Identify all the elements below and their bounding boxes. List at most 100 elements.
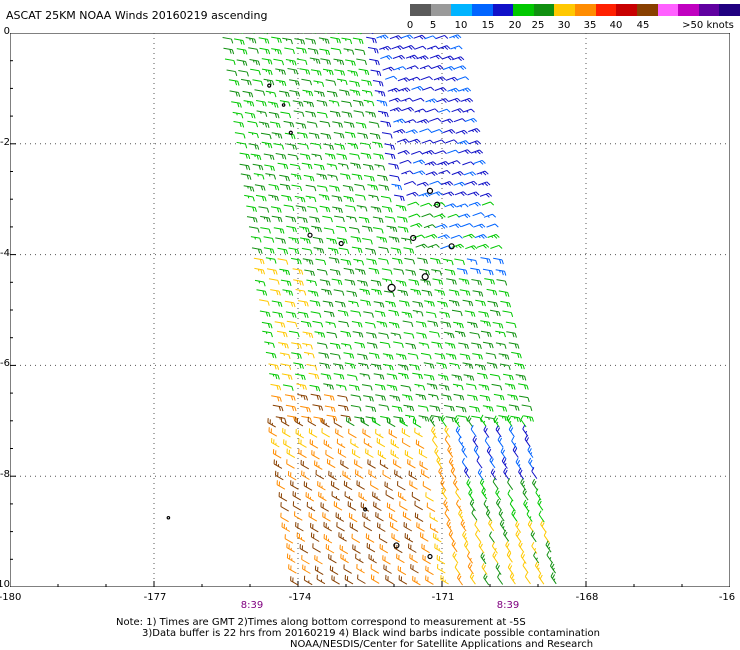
barb-staff xyxy=(223,47,233,51)
barb-staff xyxy=(424,35,434,40)
wind-barb xyxy=(309,57,321,64)
wind-barb xyxy=(414,45,427,50)
barb-flag xyxy=(467,87,472,92)
barb-staff xyxy=(389,35,399,40)
barb-flag xyxy=(233,60,236,65)
barb-flag xyxy=(242,49,245,55)
wind-barb xyxy=(254,89,266,96)
barb-flag xyxy=(455,35,459,40)
barb-staff xyxy=(431,64,441,69)
barb-flag xyxy=(447,56,452,61)
barb-flag xyxy=(347,49,349,52)
wind-barb xyxy=(367,47,379,54)
barb-staff xyxy=(400,34,410,39)
barb-flag xyxy=(441,46,445,50)
barb-flag xyxy=(284,81,287,87)
scale-label-30: 30 xyxy=(557,20,571,31)
barb-flag xyxy=(252,60,255,63)
barb-staff xyxy=(294,38,304,41)
barb-flag xyxy=(364,60,367,65)
lat-label-0: 0 xyxy=(3,26,10,37)
barb-flag xyxy=(273,102,277,108)
wind-barb xyxy=(238,70,249,77)
barb-staff xyxy=(256,100,266,103)
barb-flag xyxy=(250,92,254,98)
barb-flag xyxy=(231,49,235,55)
wind-barb xyxy=(301,78,313,86)
barb-flag xyxy=(262,91,266,96)
barb-flag xyxy=(398,35,403,40)
wind-barb xyxy=(302,89,314,97)
barb-flag xyxy=(322,92,325,97)
wind-barb xyxy=(405,54,419,60)
barb-flag xyxy=(355,90,358,96)
barb-flag xyxy=(378,91,380,94)
barb-flag xyxy=(271,80,275,86)
barb-flag xyxy=(307,70,311,75)
wind-barb xyxy=(369,58,380,66)
wind-barb xyxy=(265,90,277,98)
barb-flag xyxy=(457,34,462,39)
scale-label-20: 20 xyxy=(508,20,522,31)
barb-flag xyxy=(382,35,387,40)
wind-barb xyxy=(341,37,353,45)
wind-barb xyxy=(352,37,364,45)
barb-flag xyxy=(328,70,332,75)
barb-flag xyxy=(336,38,339,43)
barb-staff xyxy=(349,80,359,84)
wind-barb xyxy=(261,68,273,76)
barb-staff xyxy=(413,34,423,39)
barb-flag xyxy=(384,34,389,39)
barb-flag xyxy=(376,71,379,76)
barb-flag xyxy=(322,38,324,41)
wind-barb xyxy=(236,48,248,55)
barb-flag xyxy=(359,33,362,35)
color-swatch xyxy=(595,4,617,16)
wind-barb xyxy=(310,69,322,76)
barb-flag xyxy=(267,39,270,44)
barb-staff xyxy=(236,48,246,51)
wind-barb xyxy=(256,100,267,107)
barb-flag xyxy=(327,39,330,44)
wind-barb xyxy=(362,89,373,97)
barb-flag xyxy=(345,90,348,96)
barb-flag xyxy=(372,38,375,43)
barb-flag xyxy=(325,50,328,55)
barb-flag xyxy=(422,56,427,61)
color-swatch xyxy=(678,4,700,16)
barb-staff xyxy=(252,79,262,82)
barb-flag xyxy=(234,80,238,86)
barb-flag xyxy=(430,47,433,50)
barb-flag xyxy=(267,70,271,75)
barb-staff xyxy=(330,47,340,51)
barb-staff xyxy=(296,58,306,62)
wind-barb xyxy=(289,79,300,86)
barb-staff xyxy=(382,66,392,71)
barb-staff xyxy=(334,69,344,72)
barb-staff xyxy=(429,54,439,59)
barb-flag xyxy=(254,38,257,44)
barb-flag xyxy=(429,76,433,81)
wind-barb xyxy=(261,58,273,65)
scale-label-45: 45 xyxy=(636,20,650,31)
barb-staff xyxy=(292,100,302,103)
wind-barb xyxy=(330,47,342,55)
barb-flag xyxy=(414,54,419,59)
barb-flag xyxy=(287,92,290,98)
barb-flag xyxy=(340,79,343,83)
barb-flag xyxy=(437,78,440,81)
barb-staff xyxy=(261,58,271,61)
wind-barb xyxy=(379,45,392,51)
wind-barb xyxy=(252,79,264,86)
barb-flag xyxy=(410,67,413,70)
barb-staff xyxy=(258,37,268,40)
lon-label-180: -180 xyxy=(0,592,22,603)
wind-barb xyxy=(287,68,299,75)
wind-barb xyxy=(289,90,301,97)
wind-barb xyxy=(229,90,241,97)
barb-flag xyxy=(345,80,348,86)
barb-flag xyxy=(274,49,277,52)
barb-flag xyxy=(293,69,296,75)
barb-staff xyxy=(391,45,401,50)
barb-flag xyxy=(460,56,465,61)
